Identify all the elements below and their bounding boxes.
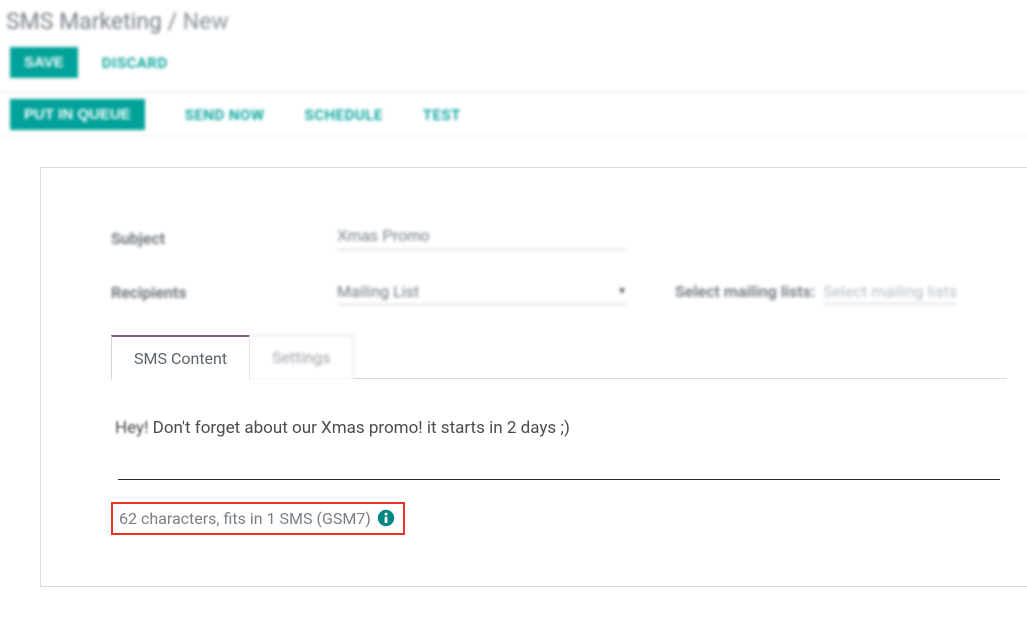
discard-button[interactable]: DISCARD bbox=[102, 54, 168, 72]
sms-content-panel: Hey! Don't forget about our Xmas promo! … bbox=[111, 379, 1007, 545]
mailing-lists-label: Select mailing lists: bbox=[675, 282, 815, 301]
subject-row: Subject bbox=[111, 226, 1007, 250]
sms-body-prefix: Hey! bbox=[115, 417, 148, 441]
recipients-value: Mailing List bbox=[337, 282, 419, 301]
form-card: Subject Recipients Mailing List ▼ Select… bbox=[40, 167, 1027, 587]
chevron-down-icon: ▼ bbox=[617, 286, 627, 297]
info-icon[interactable] bbox=[377, 509, 395, 527]
sms-body-underline bbox=[118, 479, 1000, 480]
breadcrumb: SMS Marketing / New bbox=[0, 0, 1027, 41]
breadcrumb-current: New bbox=[183, 8, 229, 35]
recipients-label: Recipients bbox=[111, 283, 337, 302]
character-count-box: 62 characters, fits in 1 SMS (GSM7) bbox=[111, 502, 405, 535]
character-count-text: 62 characters, fits in 1 SMS (GSM7) bbox=[119, 509, 371, 528]
sms-body-input[interactable]: Hey! Don't forget about our Xmas promo! … bbox=[115, 417, 1003, 441]
schedule-button[interactable]: SCHEDULE bbox=[305, 106, 383, 124]
subject-input[interactable] bbox=[337, 226, 627, 250]
send-now-button[interactable]: SEND NOW bbox=[185, 106, 265, 124]
put-in-queue-button[interactable]: PUT IN QUEUE bbox=[10, 99, 145, 130]
subject-label: Subject bbox=[111, 229, 337, 248]
save-button[interactable]: SAVE bbox=[10, 47, 78, 78]
mailing-lists-field: Select mailing lists: Select mailing lis… bbox=[675, 282, 957, 304]
workflow-toolbar: PUT IN QUEUE SEND NOW SCHEDULE TEST bbox=[0, 92, 1027, 137]
mailing-lists-input[interactable]: Select mailing lists bbox=[823, 282, 957, 304]
recipients-select[interactable]: Mailing List ▼ bbox=[337, 280, 627, 305]
sms-body-text: Don't forget about our Xmas promo! it st… bbox=[148, 418, 569, 438]
tab-sms-content[interactable]: SMS Content bbox=[111, 335, 250, 380]
test-button[interactable]: TEST bbox=[423, 106, 461, 124]
breadcrumb-parent[interactable]: SMS Marketing bbox=[6, 8, 162, 35]
tabs: SMS Content Settings bbox=[111, 335, 1007, 379]
form-actions: SAVE DISCARD bbox=[0, 41, 1027, 92]
tab-settings[interactable]: Settings bbox=[250, 335, 353, 380]
recipients-row: Recipients Mailing List ▼ Select mailing… bbox=[111, 280, 1007, 305]
breadcrumb-sep: / bbox=[162, 8, 183, 35]
